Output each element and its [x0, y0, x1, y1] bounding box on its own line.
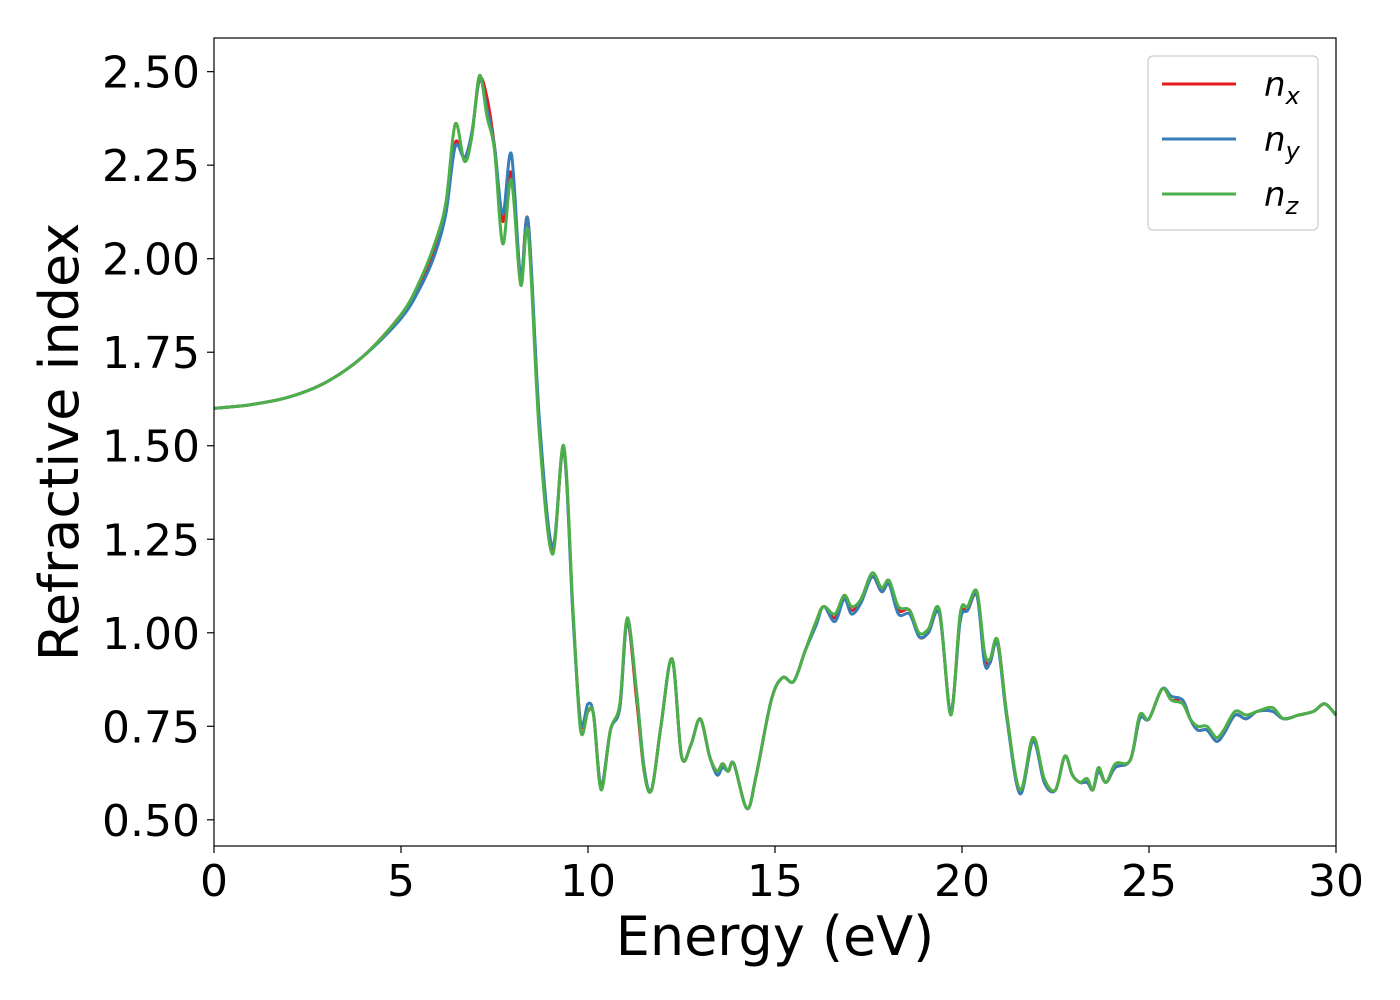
y-tick-label: 2.00 [102, 235, 200, 286]
x-axis-ticks: 0 5 10 15 20 25 30 [200, 846, 1364, 907]
y-tick-label: 2.50 [102, 48, 200, 99]
series-layer [213, 73, 1338, 811]
y-axis-ticks: 0.50 0.75 1.00 1.25 1.50 1.75 2.00 2.25 2.50 [102, 48, 214, 847]
y-tick-label: 0.75 [102, 702, 200, 753]
x-tick-label: 10 [560, 856, 616, 907]
x-tick-label: 15 [747, 856, 803, 907]
legend-label-y: ny [1264, 120, 1301, 165]
y-tick-label: 2.25 [102, 141, 200, 192]
legend-items: nx ny nz [1162, 65, 1301, 220]
x-tick-label: 30 [1308, 856, 1364, 907]
y-tick-label: 1.50 [102, 422, 200, 473]
x-axis-label: Energy (eV) [616, 905, 935, 968]
y-tick-label: 1.25 [102, 515, 200, 566]
y-axis-label: Refractive index [28, 223, 91, 662]
legend-label-z: nz [1264, 175, 1300, 220]
series-line-z [213, 73, 1338, 811]
legend-label-x: nx [1264, 65, 1301, 110]
legend: nx ny nz [1147, 55, 1319, 231]
y-tick-label: 0.50 [102, 796, 200, 847]
x-tick-label: 0 [200, 856, 228, 907]
legend-frame [1147, 55, 1319, 231]
y-tick-label: 1.00 [102, 609, 200, 660]
y-tick-label: 1.75 [102, 328, 200, 379]
x-tick-label: 5 [387, 856, 415, 907]
x-tick-label: 25 [1121, 856, 1177, 907]
x-tick-label: 20 [934, 856, 990, 907]
